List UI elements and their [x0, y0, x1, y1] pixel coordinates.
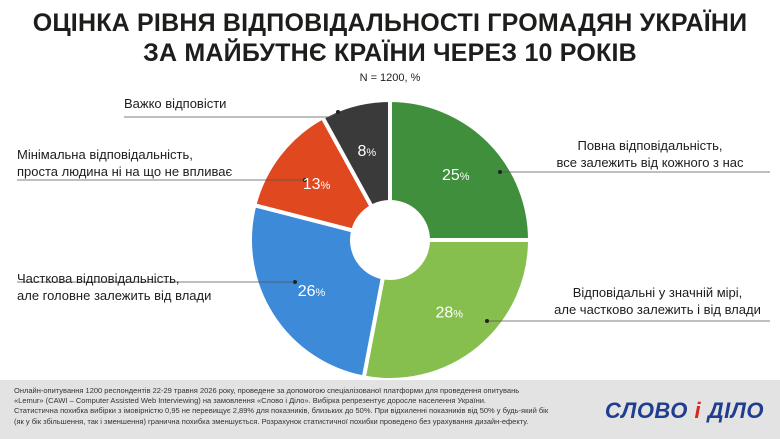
value-label-significant-responsibility: 28% [435, 305, 463, 322]
leader-dot-significant-responsibility [485, 319, 489, 323]
slice-label-minimal-responsibility: Мінімальна відповідальність, проста люди… [17, 146, 257, 180]
slice-label-significant-responsibility-line1: Відповідальні у значній мірі, [572, 285, 743, 300]
slice-label-partial-responsibility-line2: але головне залежить від влади [17, 288, 212, 303]
donut-chart: 25% 28% 26% 13% 8% [17, 97, 770, 380]
value-label-minimal-responsibility: 13% [303, 176, 331, 193]
slice-label-significant-responsibility: Відповідальні у значній мірі, але частко… [545, 284, 770, 318]
chart-subtitle: N = 1200, % [359, 72, 421, 84]
slice-minimal-responsibility [251, 114, 375, 233]
slice-partial-responsibility [248, 202, 386, 380]
slice-label-full-responsibility: Повна відповідальність, все залежить від… [545, 137, 755, 171]
leader-dot-minimal-responsibility [303, 178, 307, 182]
value-label-partial-responsibility: 26% [298, 283, 326, 300]
data-labels: 25% 28% 26% 13% 8% [298, 143, 470, 322]
slice-label-partial-responsibility: Часткова відповідальність, але головне з… [17, 270, 237, 304]
logo-part2: ДІЛО [707, 398, 764, 423]
leader-dot-hard-to-say [336, 110, 340, 114]
slice-label-significant-responsibility-line2: але частково залежить і від влади [554, 302, 761, 317]
footer: Онлайн-опитування 1200 респондентів 22-2… [0, 380, 780, 439]
methodology-note-line2: «Lemur» (CAWI – Computer Assisted Web In… [14, 396, 487, 406]
methodology-note-line3: Статистична похибка вибірки з імовірніст… [14, 406, 549, 416]
chart-title-line1: ОЦІНКА РІВНЯ ВІДПОВІДАЛЬНОСТІ ГРОМАДЯН У… [32, 9, 748, 37]
logo-amp: і [694, 398, 702, 423]
methodology-note-line1: Онлайн-опитування 1200 респондентів 22-2… [14, 386, 520, 395]
slice-label-minimal-responsibility-line1: Мінімальна відповідальність, [17, 147, 193, 162]
slice-label-full-responsibility-line1: Повна відповідальність, [577, 138, 723, 153]
slice-label-partial-responsibility-line1: Часткова відповідальність, [17, 271, 180, 286]
slice-significant-responsibility [361, 238, 533, 380]
slice-label-hard-to-say: Важко відповісти [124, 95, 324, 112]
value-label-full-responsibility: 25% [442, 167, 470, 184]
slice-hard-to-say [319, 97, 392, 210]
slovo-i-dilo-logo: СЛОВО і ДІЛО [605, 398, 764, 424]
leader-lines [17, 110, 770, 323]
leader-dot-full-responsibility [498, 170, 502, 174]
slice-label-hard-to-say-line1: Важко відповісти [124, 96, 227, 111]
slice-full-responsibility [388, 97, 533, 242]
methodology-note-line4: (як у бік збільшення, так і зменшення) г… [14, 416, 529, 426]
logo-part1: СЛОВО [604, 398, 688, 423]
value-label-hard-to-say: 8% [358, 143, 377, 160]
leader-line-hard-to-say [124, 111, 339, 118]
methodology-note: Онлайн-опитування 1200 респондентів 22-2… [14, 386, 574, 427]
slice-label-full-responsibility-line2: все залежить від кожного з нас [556, 155, 744, 170]
chart-title-line2: ЗА МАЙБУТНЄ КРАЇНИ ЧЕРЕЗ 10 РОКІВ [143, 39, 637, 67]
leader-dot-partial-responsibility [293, 280, 297, 284]
slice-label-minimal-responsibility-line2: проста людина ні на що не впливає [17, 164, 233, 179]
donut-slices [248, 97, 533, 380]
